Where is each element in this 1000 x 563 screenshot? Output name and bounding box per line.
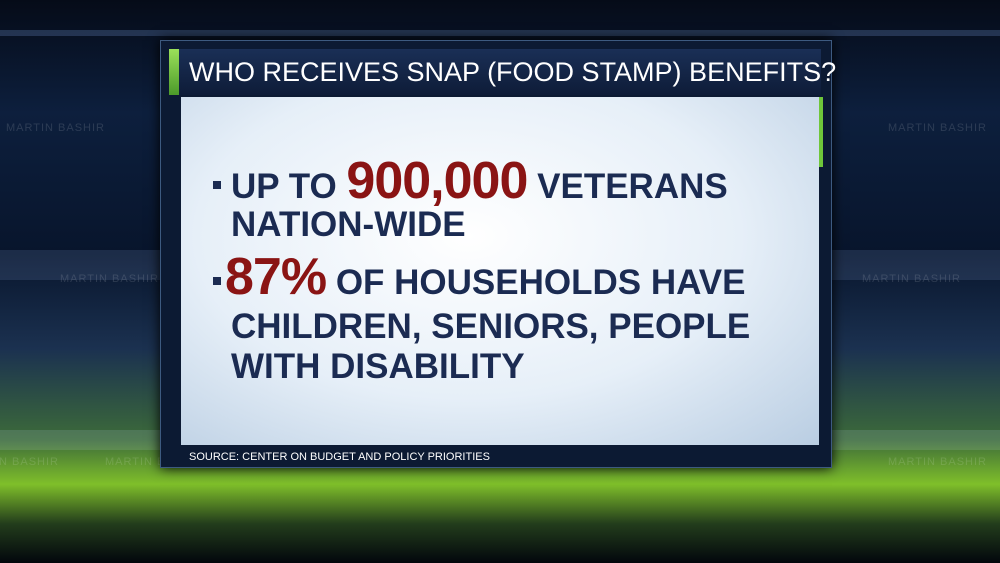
text: OF HOUSEHOLDS HAVE: [335, 263, 746, 302]
watermark: MARTIN BASHIR: [862, 273, 961, 285]
title: WHO RECEIVES SNAP (FOOD STAMP) BENEFITS?: [189, 57, 837, 87]
source: SOURCE: CENTER ON BUDGET AND POLICY PRIO…: [189, 451, 490, 463]
text: VETERANS: [537, 167, 728, 206]
watermark: MARTIN BASHIR: [60, 273, 159, 285]
title-accent: [169, 49, 179, 95]
streak: [0, 30, 1000, 36]
panel: WHO RECEIVES SNAP (FOOD STAMP) BENEFITS?…: [160, 40, 836, 468]
title-bar: [169, 49, 821, 95]
watermark: MARTIN BASHIR: [888, 122, 987, 134]
text: UP TO: [231, 167, 337, 206]
highlight: 87%: [225, 248, 327, 306]
bullet: [213, 277, 221, 285]
highlight: 900,000: [346, 152, 528, 210]
bullet: [213, 181, 221, 189]
bullet-line: UP TO 900,000 VETERANS: [231, 155, 728, 207]
bullet-line: NATION-WIDE: [231, 205, 466, 244]
watermark: MARTIN BASHIR: [6, 122, 105, 134]
bullet-line: 87% OF HOUSEHOLDS HAVE: [225, 251, 746, 303]
bullet-line: WITH DISABILITY: [231, 347, 525, 386]
bullet-line: CHILDREN, SENIORS, PEOPLE: [231, 307, 751, 346]
watermark: MARTIN BASHIR: [888, 456, 987, 468]
accent-edge: [819, 97, 823, 167]
content: UP TO 900,000 VETERANS NATION-WIDE 87% O…: [181, 97, 819, 445]
watermark: MARTIN BASHIR: [0, 456, 59, 468]
